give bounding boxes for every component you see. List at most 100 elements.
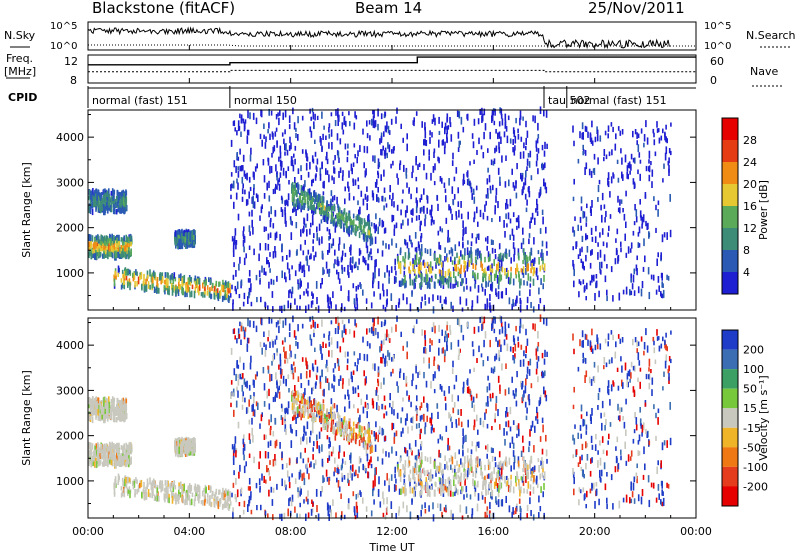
power-cell: [316, 281, 318, 289]
power-cell: [625, 155, 627, 163]
power-cell: [508, 116, 510, 121]
power-cell: [115, 251, 117, 258]
power-cell: [231, 285, 233, 290]
power-cell: [124, 281, 126, 285]
power-cell: [265, 227, 267, 231]
velocity-cell: [177, 446, 179, 451]
power-cell: [207, 285, 209, 290]
power-cell: [121, 278, 123, 282]
power-cell: [491, 239, 493, 245]
velocity-cell: [106, 443, 108, 448]
power-cell: [651, 275, 653, 280]
power-cell: [611, 122, 613, 127]
power-cell: [210, 279, 212, 285]
power-cell: [530, 283, 532, 287]
power-cell: [668, 276, 670, 281]
power-cell: [492, 111, 494, 116]
power-cell: [605, 131, 607, 136]
power-cell: [485, 201, 487, 206]
velocity-cell: [357, 408, 359, 413]
power-cell: [295, 270, 297, 276]
velocity-cell: [107, 458, 109, 466]
power-cell: [226, 292, 228, 298]
power-cell: [307, 213, 309, 221]
velocity-cell: [227, 491, 229, 496]
power-cell: [405, 240, 407, 246]
power-cell: [595, 137, 597, 143]
power-cell: [299, 203, 301, 209]
power-cell: [328, 142, 330, 149]
power-cell: [182, 236, 184, 243]
velocity-cell: [111, 404, 113, 412]
velocity-cell: [240, 340, 242, 346]
power-cell: [305, 306, 307, 313]
power-cell: [119, 201, 121, 208]
velocity-cell: [225, 488, 227, 493]
power-cell: [492, 116, 494, 120]
power-cell: [418, 241, 420, 248]
velocity-cell: [182, 496, 184, 503]
velocity-cell: [234, 328, 236, 334]
power-cell: [118, 266, 120, 273]
power-cell: [339, 278, 341, 284]
power-cell: [447, 230, 449, 237]
velocity-cell: [152, 485, 154, 492]
power-cell: [269, 134, 271, 140]
velocity-cell: [214, 494, 216, 499]
power-cell: [665, 153, 667, 161]
power-cell: [440, 176, 442, 182]
power-ylabel: Slant Range [km]: [20, 162, 33, 258]
power-cell: [330, 199, 332, 207]
power-cell: [440, 226, 442, 231]
power-cell: [214, 286, 216, 291]
power-cell: [589, 169, 591, 176]
power-cell: [400, 160, 402, 165]
power-cell: [128, 282, 130, 286]
y-tick-label: 3000: [56, 176, 84, 189]
velocity-cell: [415, 366, 417, 374]
power-cell: [129, 236, 131, 240]
velocity-cell: [294, 507, 296, 513]
power-cell: [439, 131, 441, 135]
velocity-cell: [367, 354, 369, 361]
power-cell: [154, 272, 156, 278]
power-cell: [327, 227, 329, 231]
power-cell: [391, 149, 393, 154]
power-cell: [319, 210, 321, 214]
station-title: Blackstone (fitACF): [92, 0, 235, 17]
velocity-cell: [178, 486, 180, 490]
power-cell: [391, 215, 393, 222]
velocity-cell: [233, 410, 235, 417]
power-cell: [424, 127, 426, 132]
velocity-cell: [546, 318, 548, 325]
power-cell: [489, 274, 491, 281]
velocity-cell: [312, 363, 314, 370]
power-cell: [264, 193, 266, 199]
power-cell: [300, 244, 302, 250]
power-cell: [318, 202, 320, 206]
velocity-cell: [371, 327, 373, 334]
power-cell: [313, 204, 315, 211]
power-cell: [297, 116, 299, 123]
velocity-cell: [347, 352, 349, 357]
power-cell: [234, 236, 236, 244]
power-cell: [545, 227, 547, 234]
power-cell: [648, 166, 650, 171]
velocity-cell: [287, 358, 289, 364]
velocity-cell: [230, 501, 232, 506]
power-cell: [333, 177, 335, 184]
velocity-cell: [461, 325, 463, 333]
power-cell: [498, 291, 500, 299]
power-cell: [439, 258, 441, 263]
power-cell: [382, 284, 384, 291]
power-cell: [480, 210, 482, 217]
power-cell: [244, 236, 246, 243]
power-cell: [516, 193, 518, 199]
power-cell: [498, 168, 500, 175]
velocity-cell: [123, 401, 125, 406]
power-cell: [177, 238, 179, 243]
power-cell: [492, 185, 494, 190]
power-cell: [473, 160, 475, 164]
power-cell: [420, 221, 422, 225]
velocity-cell: [190, 451, 192, 455]
